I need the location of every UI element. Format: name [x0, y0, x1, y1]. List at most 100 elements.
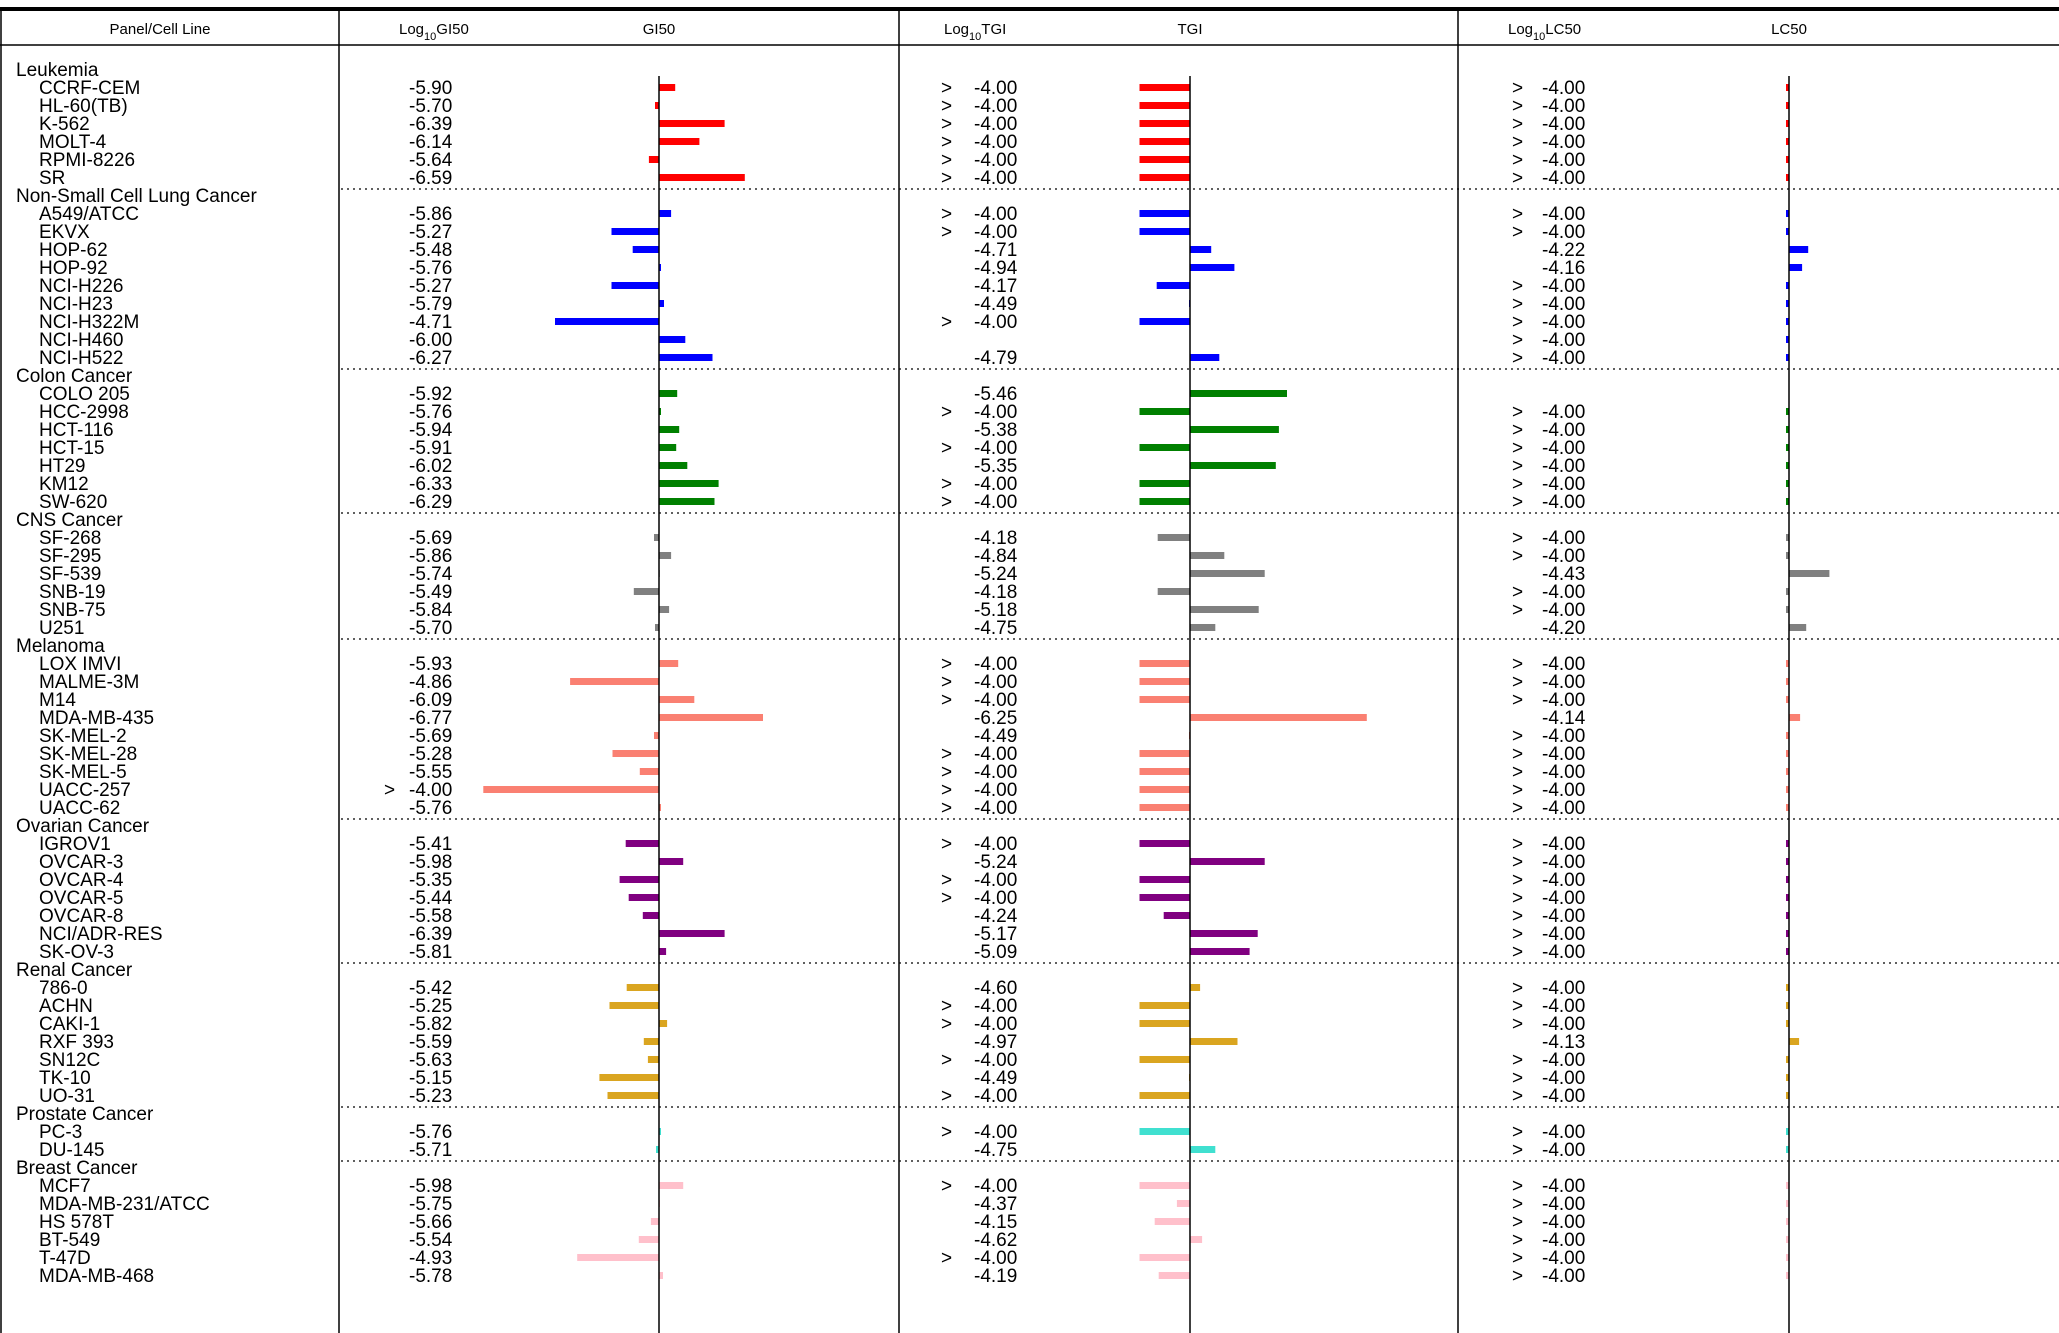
lc50-bar-rxf-393	[1789, 1038, 1800, 1045]
tgi-value-lox-imvi: -4.00	[974, 654, 1017, 675]
header-tgi-log-base: 10	[969, 31, 981, 43]
lc50-bar-hl-60-tb	[1786, 102, 1789, 109]
panel-name-melanoma: Melanoma	[16, 636, 105, 657]
gi50-value-mda-mb-231-atcc: -5.75	[409, 1194, 452, 1215]
cell-line-malme-3m: MALME-3M	[39, 672, 139, 693]
tgi-gt-ccrf-cem: >	[941, 78, 952, 99]
chart-bars	[483, 76, 1830, 1333]
tgi-bar-ovcar-5	[1139, 894, 1190, 901]
tgi-bar-hop-92	[1190, 264, 1235, 271]
gi50-value-uacc-257: -4.00	[409, 780, 452, 801]
tgi-gt-m14: >	[941, 690, 952, 711]
lc50-gt-sk-mel-28: >	[1512, 744, 1523, 765]
lc50-bar-mda-mb-435	[1789, 714, 1801, 721]
gi50-bar-ovcar-4	[619, 876, 659, 883]
gi50-value-k-562: -6.39	[409, 114, 452, 135]
lc50-value-nci-h522: -4.00	[1542, 348, 1585, 369]
tgi-value-du-145: -4.75	[974, 1140, 1017, 1161]
gi50-bar-uacc-257	[483, 786, 659, 793]
tgi-value-ekvx: -4.00	[974, 222, 1017, 243]
lc50-bar-uacc-257	[1786, 786, 1789, 793]
lc50-gt-uo-31: >	[1512, 1086, 1523, 1107]
lc50-bar-nci-h522	[1786, 354, 1789, 361]
cell-line-sk-mel-2: SK-MEL-2	[39, 726, 127, 747]
tgi-bar-sr	[1139, 174, 1190, 181]
lc50-bar-m14	[1786, 696, 1789, 703]
lc50-value-ht29: -4.00	[1542, 456, 1585, 477]
lc50-gt-hl-60-tb: >	[1512, 96, 1523, 117]
gi50-value-colo-205: -5.92	[409, 384, 452, 405]
lc50-bar-pc-3	[1786, 1128, 1789, 1135]
cell-line-ht29: HT29	[39, 456, 85, 477]
lc50-value-hct-15: -4.00	[1542, 438, 1585, 459]
cell-line-km12: KM12	[39, 474, 89, 495]
gi50-value-hs-578t: -5.66	[409, 1212, 452, 1233]
cell-line-mda-mb-468: MDA-MB-468	[39, 1266, 154, 1287]
header-lc50: LC50	[1771, 21, 1807, 38]
lc50-value-sf-268: -4.00	[1542, 528, 1585, 549]
gi50-bar-nci-h460	[659, 336, 686, 343]
tgi-bar-hl-60-tb	[1139, 102, 1190, 109]
gi50-value-pc-3: -5.76	[409, 1122, 452, 1143]
tgi-bar-molt-4	[1139, 138, 1190, 145]
header-gi50-log-base: 10	[424, 31, 436, 43]
gi50-bar-sk-mel-5	[639, 768, 659, 775]
cell-line-uo-31: UO-31	[39, 1086, 95, 1107]
lc50-value-hop-62: -4.22	[1542, 240, 1585, 261]
gi50-bar-786-0	[626, 984, 659, 991]
tgi-bar-du-145	[1190, 1146, 1216, 1153]
lc50-value-ccrf-cem: -4.00	[1542, 78, 1585, 99]
cell-line-nci-h522: NCI-H522	[39, 348, 123, 369]
cell-line-sk-mel-28: SK-MEL-28	[39, 744, 137, 765]
lc50-value-ekvx: -4.00	[1542, 222, 1585, 243]
panel-name-renal-cancer: Renal Cancer	[16, 960, 133, 981]
tgi-bar-ht29	[1190, 462, 1276, 469]
tgi-gt-t-47d: >	[941, 1248, 952, 1269]
gi50-bar-sk-ov-3	[659, 948, 667, 955]
panel-name-prostate-cancer: Prostate Cancer	[16, 1104, 154, 1125]
tgi-value-ovcar-5: -4.00	[974, 888, 1017, 909]
gi50-value-sk-mel-2: -5.69	[409, 726, 452, 747]
gi50-bar-sr	[659, 174, 745, 181]
tgi-bar-uacc-62	[1139, 804, 1190, 811]
gi50-bar-snb-75	[659, 606, 670, 613]
lc50-value-km12: -4.00	[1542, 474, 1585, 495]
tgi-bar-nci-adr-res	[1190, 930, 1258, 937]
lc50-value-nci-h226: -4.00	[1542, 276, 1585, 297]
tgi-bar-sk-mel-28	[1139, 750, 1190, 757]
lc50-gt-ekvx: >	[1512, 222, 1523, 243]
gi50-value-mda-mb-435: -6.77	[409, 708, 452, 729]
lc50-value-snb-75: -4.00	[1542, 600, 1585, 621]
lc50-bar-km12	[1786, 480, 1789, 487]
lc50-gt-sf-295: >	[1512, 546, 1523, 567]
tgi-value-malme-3m: -4.00	[974, 672, 1017, 693]
tgi-value-sk-mel-2: -4.49	[974, 726, 1017, 747]
lc50-bar-achn	[1786, 1002, 1789, 1009]
tgi-bar-hcc-2998	[1139, 408, 1190, 415]
cell-line-sf-295: SF-295	[39, 546, 101, 567]
lc50-bar-hop-62	[1789, 246, 1809, 253]
tgi-gt-uacc-257: >	[941, 780, 952, 801]
lc50-value-a549-atcc: -4.00	[1542, 204, 1585, 225]
lc50-value-molt-4: -4.00	[1542, 132, 1585, 153]
tgi-bar-m14	[1139, 696, 1190, 703]
header-lc50-log: Log10LC50	[1508, 21, 1581, 43]
tgi-bar-uacc-257	[1139, 786, 1190, 793]
lc50-bar-nci-h23	[1786, 300, 1789, 307]
gi50-value-rpmi-8226: -5.64	[409, 150, 453, 171]
gi50-value-molt-4: -6.14	[409, 132, 453, 153]
gi50-bar-pc-3	[659, 1128, 661, 1135]
lc50-gt-ht29: >	[1512, 456, 1523, 477]
cell-line-achn: ACHN	[39, 996, 93, 1017]
gi50-value-sn12c: -5.63	[409, 1050, 452, 1071]
lc50-gt-mda-mb-468: >	[1512, 1266, 1523, 1287]
gi50-bar-sn12c	[647, 1056, 659, 1063]
tgi-bar-nci-h322m	[1139, 318, 1190, 325]
lc50-bar-sk-mel-2	[1786, 732, 1789, 739]
lc50-value-mda-mb-468: -4.00	[1542, 1266, 1585, 1287]
tgi-value-m14: -4.00	[974, 690, 1017, 711]
lc50-gt-hct-15: >	[1512, 438, 1523, 459]
header-gi50-log-label: GI50	[436, 21, 469, 38]
cell-line-a549-atcc: A549/ATCC	[39, 204, 139, 225]
gi50-value-a549-atcc: -5.86	[409, 204, 452, 225]
